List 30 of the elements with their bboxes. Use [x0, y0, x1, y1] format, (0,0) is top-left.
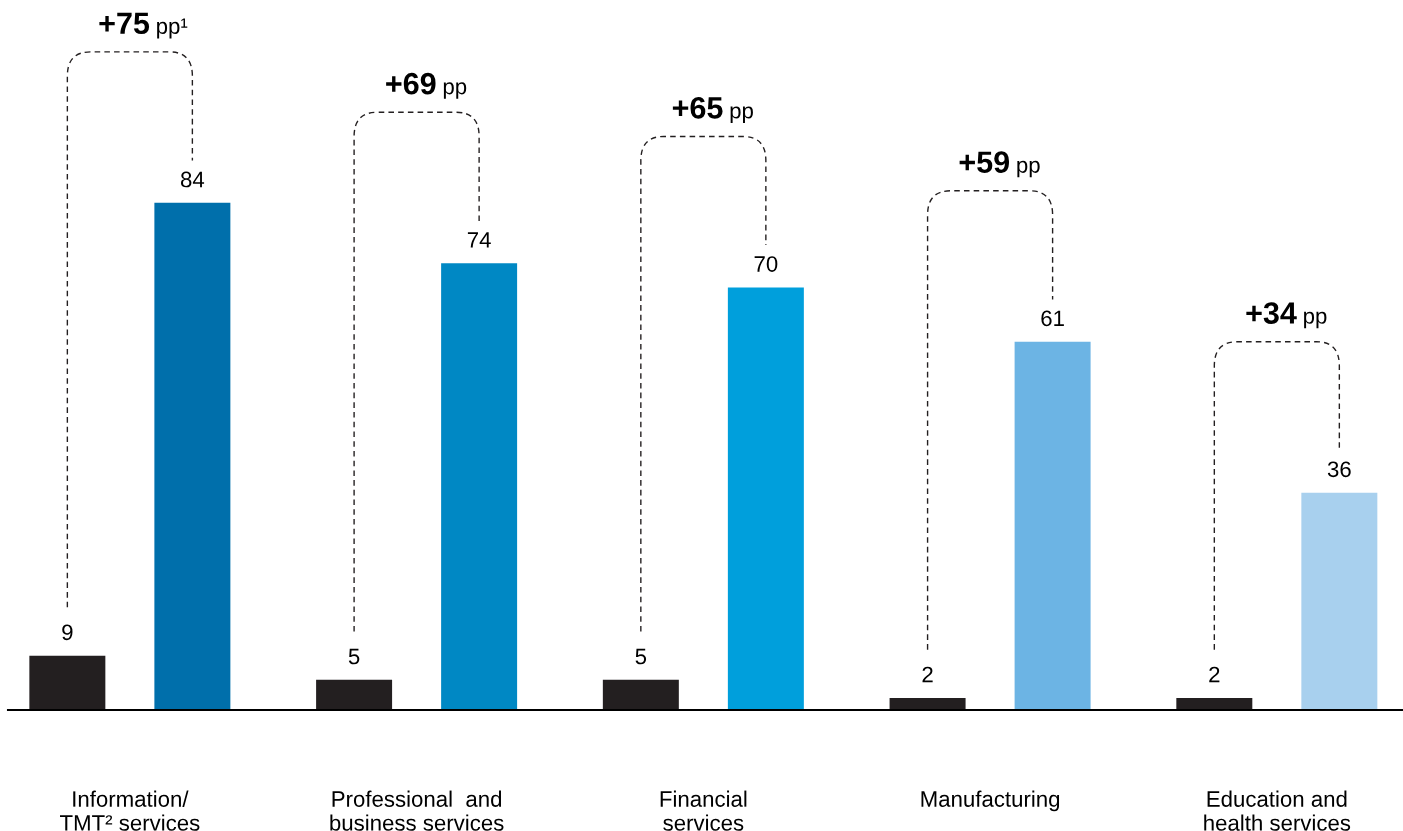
x-tick-label: Education and health services [1204, 790, 1351, 831]
bar [1014, 341, 1091, 710]
bar [441, 263, 518, 710]
x-tick-label: Information/ TMT² services [60, 790, 200, 831]
data-label: 5 [348, 648, 360, 665]
data-label: 9 [62, 624, 73, 641]
data-label: 2 [922, 666, 933, 683]
x-tick-label: Manufacturing [921, 790, 1060, 812]
data-label: 2 [1209, 666, 1220, 683]
bar [727, 287, 804, 710]
data-label: 5 [635, 648, 647, 665]
bar [29, 655, 106, 710]
data-label: 84 [180, 171, 205, 188]
x-tick-label: Financial services [660, 790, 747, 831]
bar [602, 679, 679, 710]
bar [889, 697, 966, 710]
text: +65 pp [672, 97, 753, 123]
bar [1301, 492, 1378, 710]
text: +59 pp [959, 151, 1040, 178]
annotation: +34 pp [1246, 302, 1327, 329]
data-label: 61 [1041, 310, 1064, 327]
text: +69 pp [386, 72, 467, 99]
data-label: 36 [1327, 461, 1351, 478]
x-tick-label: Professional and business services [330, 790, 504, 831]
bar [154, 202, 231, 710]
bar [316, 679, 393, 710]
bar [1176, 697, 1253, 710]
data-label: 74 [467, 232, 491, 248]
text: +75 pp¹ [99, 12, 188, 39]
data-label: 70 [754, 256, 778, 272]
